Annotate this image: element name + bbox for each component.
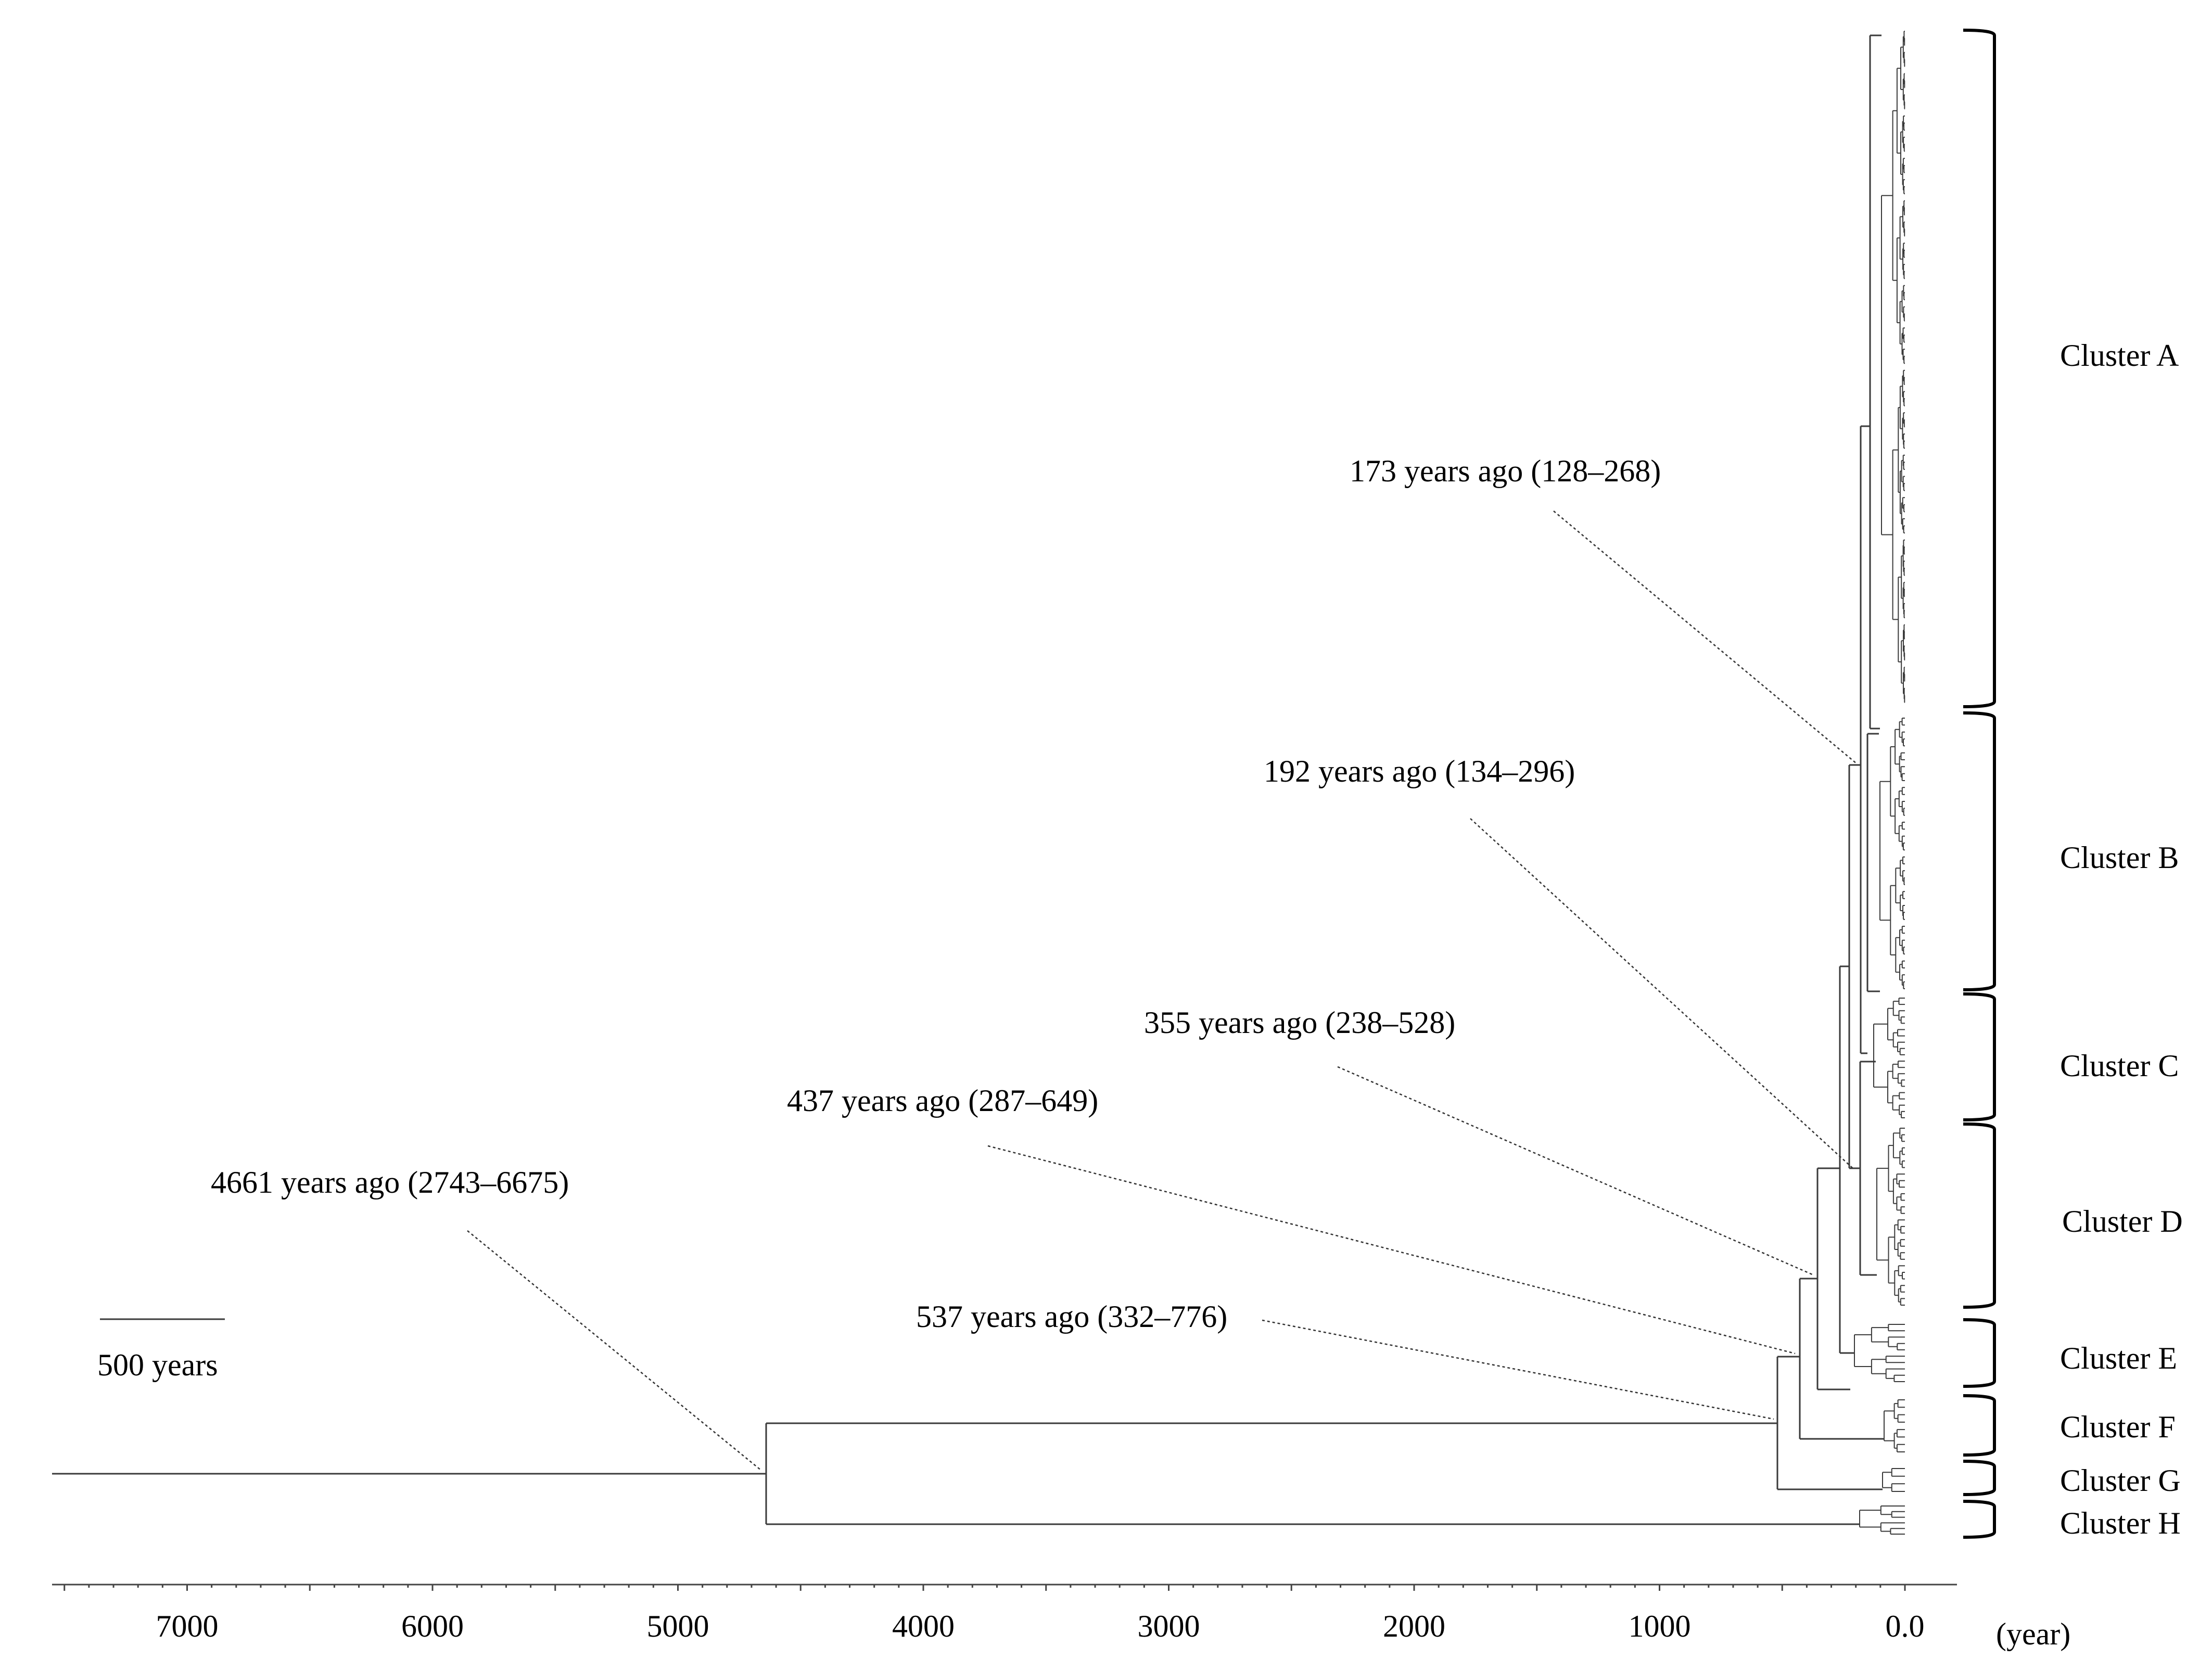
cluster-b-stem xyxy=(1866,733,1880,992)
axis-tick-label: 2000 xyxy=(1383,1609,1445,1643)
cluster-c-label: Cluster C xyxy=(2060,1049,2179,1083)
axis-tick-label: 5000 xyxy=(647,1609,709,1643)
cluster-e-subtree-branches xyxy=(1854,1324,1905,1382)
cluster-b-subtree xyxy=(1879,718,1905,989)
node-437-branch xyxy=(1799,1278,1884,1440)
cluster-g-label: Cluster G xyxy=(2060,1463,2181,1498)
node-age-label-4661: 4661 years ago (2743–6675) xyxy=(211,1165,569,1199)
cluster-a-bracket xyxy=(1963,29,1996,708)
cluster-b-subtree-branches xyxy=(1879,718,1905,989)
cluster-e-label: Cluster E xyxy=(2060,1341,2177,1375)
cluster-f-subtree xyxy=(1884,1399,1905,1452)
cluster-c-subtree xyxy=(1873,998,1905,1118)
cluster-e-subtree xyxy=(1854,1324,1905,1382)
leader-line-173 xyxy=(1553,510,1858,764)
cluster-d-label: Cluster D xyxy=(2062,1204,2183,1239)
clade-subtrees xyxy=(1854,31,1905,1535)
tree-backbone xyxy=(52,34,1884,1525)
node-355-branch xyxy=(1816,1167,1850,1390)
cluster-c-bracket xyxy=(1963,992,1996,1121)
cluster-e-bracket xyxy=(1963,1318,1996,1388)
cluster-f-subtree-branches xyxy=(1884,1399,1905,1452)
leader-line-4661 xyxy=(467,1230,761,1471)
node-age-label-173: 173 years ago (128–268) xyxy=(1350,454,1661,488)
cluster-a-subtree-branches xyxy=(1881,31,1905,703)
cluster-a-stem xyxy=(1869,34,1882,730)
cluster-b-label: Cluster B xyxy=(2060,840,2179,875)
scale-bar-label: 500 years xyxy=(97,1348,218,1382)
axis-tick-label: 3000 xyxy=(1138,1609,1200,1643)
axis-tick-label: 1000 xyxy=(1629,1609,1691,1643)
axis-tick-label: 7000 xyxy=(156,1609,219,1643)
node-318-branch xyxy=(1839,965,1854,1354)
time-axis-minor-ticks xyxy=(63,1585,1906,1591)
node-age-label-437: 437 years ago (287–649) xyxy=(787,1083,1098,1118)
cluster-h-subtree-branches xyxy=(1859,1505,1905,1535)
cluster-d-subtree-branches xyxy=(1876,1128,1905,1306)
scale-bar: 500 years xyxy=(97,1318,225,1382)
node-age-label-355: 355 years ago (238–528) xyxy=(1144,1005,1455,1040)
node-192-branch xyxy=(1848,764,1861,1169)
node-age-annotations: 4661 years ago (2743–6675) 537 years ago… xyxy=(211,454,1858,1471)
node-173-branch xyxy=(1860,425,1870,1054)
leader-line-192 xyxy=(1470,818,1853,1169)
cluster-h-label: Cluster H xyxy=(2060,1506,2181,1540)
cluster-f-label: Cluster F xyxy=(2060,1410,2176,1444)
cluster-d-subtree xyxy=(1876,1128,1905,1306)
axis-tick-label: 6000 xyxy=(401,1609,464,1643)
cluster-brackets: Cluster A Cluster B Cluster C Cluster D … xyxy=(1963,29,2183,1540)
cluster-h-bracket xyxy=(1963,1500,1996,1539)
node-537-branch xyxy=(1776,1356,1883,1490)
node-cd-branch xyxy=(1859,1061,1877,1276)
cluster-g-bracket xyxy=(1963,1460,1996,1496)
leader-line-355 xyxy=(1337,1066,1814,1276)
cluster-g-subtree xyxy=(1882,1468,1905,1492)
time-axis: 7000 6000 5000 4000 3000 2000 1000 0.0 (year) xyxy=(52,1584,2070,1651)
node-age-label-537: 537 years ago (332–776) xyxy=(916,1299,1227,1334)
cluster-a-subtree xyxy=(1881,31,1905,703)
cluster-a-label: Cluster A xyxy=(2060,338,2179,373)
cluster-d-bracket xyxy=(1963,1122,1996,1309)
leader-line-537 xyxy=(1262,1319,1774,1420)
axis-tick-label: 4000 xyxy=(892,1609,955,1643)
cluster-g-subtree-branches xyxy=(1882,1468,1905,1492)
time-axis-tick-labels: 7000 6000 5000 4000 3000 2000 1000 0.0 xyxy=(156,1609,1925,1643)
cluster-f-bracket xyxy=(1963,1394,1996,1457)
cluster-b-bracket xyxy=(1963,711,1996,991)
leader-line-437 xyxy=(987,1145,1796,1355)
axis-unit-label: (year) xyxy=(1996,1617,2070,1651)
root-node-branch xyxy=(765,1422,1860,1525)
cluster-c-subtree-branches xyxy=(1873,998,1905,1118)
cluster-h-subtree xyxy=(1859,1505,1905,1535)
axis-tick-label: 0.0 xyxy=(1886,1609,1925,1643)
node-age-label-192: 192 years ago (134–296) xyxy=(1264,754,1575,788)
